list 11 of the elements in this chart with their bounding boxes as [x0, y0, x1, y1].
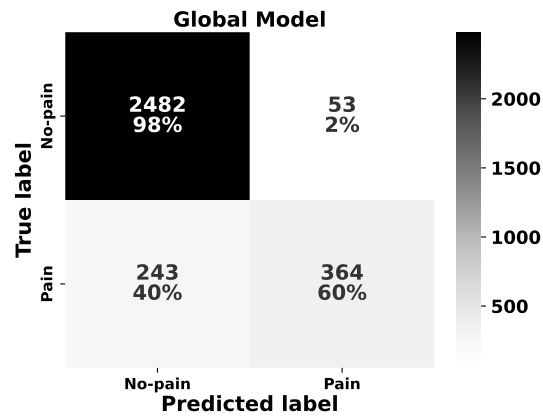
chart-title: Global Model: [174, 10, 325, 27]
color-bar-label: 500: [492, 300, 528, 314]
data-label: 243 40%: [133, 264, 182, 300]
data-label: 2482 98%: [130, 96, 185, 132]
y-axis-title: True label: [14, 144, 32, 258]
data-label: 364 60%: [318, 264, 366, 300]
data-label: 53 2%: [326, 96, 360, 132]
color-bar-label: 1000: [492, 230, 540, 244]
x-axis-title: Predicted label: [162, 395, 337, 412]
color-bar-label: 2000: [492, 92, 540, 106]
color-bar-label: 1500: [492, 161, 540, 175]
